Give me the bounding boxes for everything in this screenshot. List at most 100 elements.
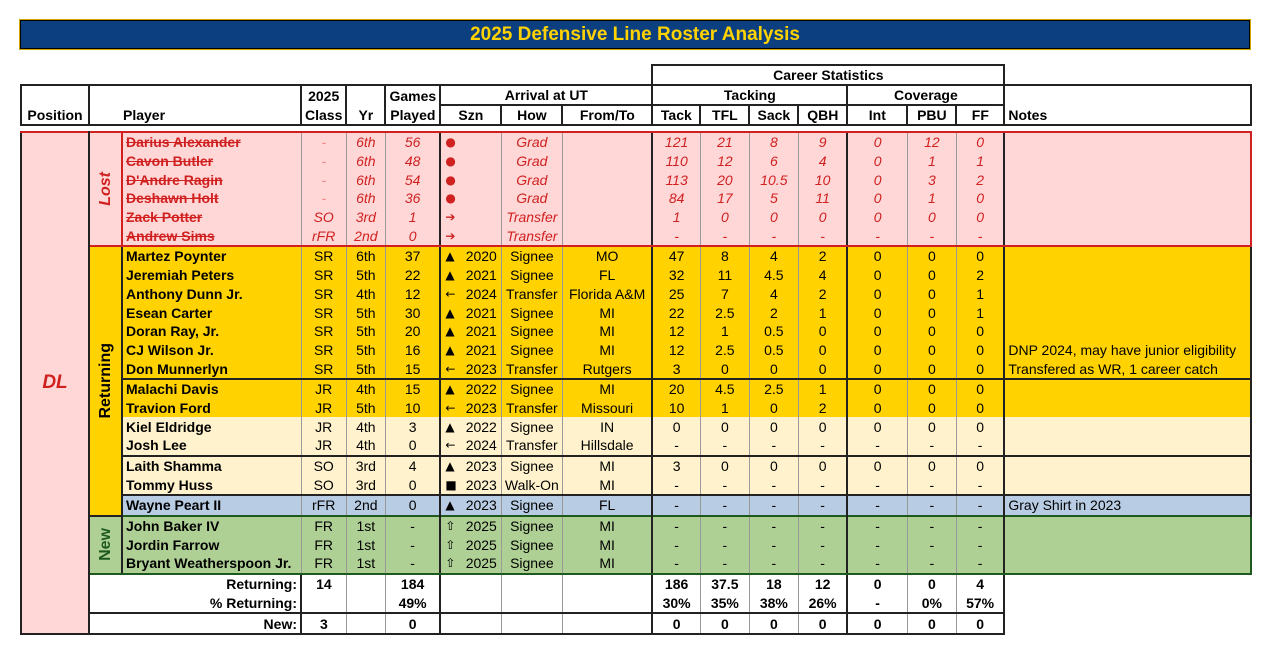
ff-cell: 0 [955,321,1005,341]
qbh-cell: 0 [797,359,848,379]
outline-arrow-up-icon: ⇧ [445,556,456,571]
season-year: 2023 [465,360,497,377]
games-played-cell: 3 [384,417,441,436]
tfl-cell: 0 [699,454,750,476]
totals-notes-blank [1003,613,1252,634]
qbh-cell: 0 [797,417,848,436]
ff-cell: - [955,475,1005,496]
ff-cell: 0 [955,340,1005,360]
tfl-cell: 0 [699,359,750,379]
tfl-cell: - [699,514,750,536]
how-cell: Signee [500,554,563,575]
tack-cell: 22 [651,303,701,322]
ff-cell: - [955,436,1005,456]
sack-cell: 0.5 [748,321,799,341]
int-cell: 0 [846,417,908,436]
games-played-cell: 36 [384,189,441,208]
qbh-cell: 2 [797,284,848,304]
arrow-left-icon: ← [445,400,456,415]
header-position: Position [20,84,90,126]
totals-value [345,572,386,594]
totals-value: 0 [797,612,848,635]
player-row: Josh Lee JR 4th 0 ← 2024 Transfer Hillsdale - - - -… [21,436,1253,456]
szn-cell: ● [439,131,502,152]
qbh-cell: - [797,226,848,248]
szn-cell: ▲ 2023 [439,454,502,476]
position-label: DL [20,131,90,635]
how-cell: Grad [500,151,563,171]
qbh-cell: 0 [797,340,848,360]
tack-cell: - [651,436,701,456]
szn-cell: ➔ [439,226,502,248]
pbu-cell: 0 [906,417,957,436]
sack-cell: 2 [748,303,799,322]
notes-cell [1003,265,1253,285]
tack-cell: 0 [651,417,701,436]
season-wrap: ▲ 2021 [445,341,497,359]
pbu-cell: 12 [906,131,957,152]
games-played-cell: 48 [384,151,441,171]
int-cell: 0 [846,398,908,418]
tfl-cell: 1 [699,321,750,341]
player-row: Andrew Sims rFR 2nd 0 ➔ Transfer - - - - - - - [21,226,1253,248]
class-cell: SR [300,284,347,304]
tack-cell: 113 [651,170,701,190]
class-cell: JR [300,377,347,399]
games-played-cell: 10 [384,398,441,418]
season-wrap: ← 2024 [445,436,497,454]
totals-label: % Returning: [88,593,302,615]
yr-cell: 5th [345,398,386,418]
header-tfl: TFL [699,104,751,126]
int-cell: 0 [846,265,908,285]
season-wrap: ▲ 2022 [445,418,497,436]
totals-value: 0 [846,572,908,594]
class-cell: SR [300,359,347,379]
int-cell: - [846,494,908,516]
tfl-cell: 0 [699,417,750,436]
how-cell: Transfer [500,436,563,456]
ff-cell: - [955,494,1005,516]
season-year: 2023 [465,497,497,514]
pbu-cell: - [906,494,957,516]
tack-cell: - [651,226,701,248]
how-cell: Transfer [500,226,563,248]
season-year: 2025 [465,518,497,535]
header-qbh: QBH [797,104,849,126]
int-cell: 0 [846,189,908,208]
sack-cell: 0 [748,359,799,379]
szn-cell: ⇧ 2025 [439,554,502,575]
qbh-cell: 1 [797,303,848,322]
notes-cell [1003,554,1253,575]
games-played-cell: - [384,514,441,536]
header-notes: Notes [1003,84,1253,126]
group-label-new: New [96,528,114,562]
sack-cell: 0.5 [748,340,799,360]
player-name: Jordin Farrow [121,535,302,555]
pbu-cell: 0 [906,321,957,341]
sack-cell: 4.5 [748,265,799,285]
pbu-cell: 0 [906,454,957,476]
notes-cell [1003,226,1253,248]
sack-cell: 0 [748,454,799,476]
player-name: Andrew Sims [121,226,302,248]
totals-value [500,593,563,615]
red-circle-icon: ● [445,172,456,187]
tfl-cell: - [699,226,750,248]
ff-cell: 1 [955,284,1005,304]
szn-cell: ▲ 2021 [439,340,502,360]
notes-cell [1003,475,1253,496]
tack-cell: - [651,494,701,516]
player-row: Jeremiah Peters SR 5th 22 ▲ 2021 Signee FL 32 11 4… [21,265,1253,285]
yr-cell: 5th [345,340,386,360]
header-tack: Tack [651,104,702,126]
player-row: Travion Ford JR 5th 10 ← 2023 Transfer Missouri… [21,398,1253,418]
from-to-cell: MI [561,554,653,575]
szn-cell: ▲ 2021 [439,303,502,322]
season-wrap: ▲ 2021 [445,322,497,340]
szn-cell: ⇧ 2025 [439,535,502,555]
arrow-left-icon: ← [445,361,456,376]
from-to-cell [561,131,653,152]
int-cell: - [846,535,908,555]
season-year: 2022 [465,418,497,435]
ff-cell: - [955,514,1005,536]
